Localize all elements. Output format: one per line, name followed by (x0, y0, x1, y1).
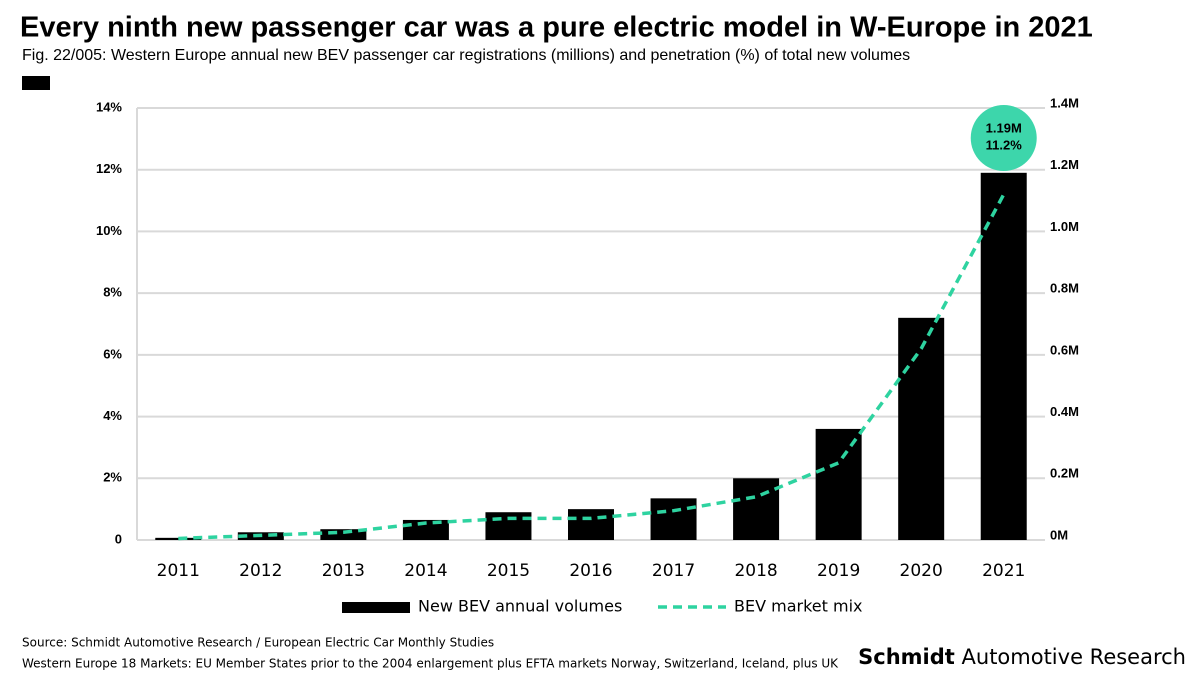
bar (402, 519, 449, 540)
legend-label: New BEV annual volumes (418, 597, 622, 616)
x-tick-label: 2015 (487, 561, 530, 581)
y2-tick-label: 0M (1050, 527, 1068, 542)
y-tick-label: 12% (96, 161, 122, 176)
y2-tick-label: 1.4M (1050, 95, 1079, 110)
data-label: 1.19M (986, 120, 1022, 135)
footnote: Western Europe 18 Markets: EU Member Sta… (22, 657, 839, 671)
bar (733, 478, 780, 540)
y-tick-label: 8% (103, 285, 122, 300)
brand-rest: Automotive Research (962, 645, 1186, 669)
y-tick-label: 14% (96, 99, 122, 114)
x-tick-label: 2013 (322, 561, 365, 581)
bar (568, 509, 614, 540)
x-tick-label: 2019 (817, 561, 860, 581)
chart-subtitle: Fig. 22/005: Western Europe annual new B… (22, 47, 910, 64)
y2-tick-label: 1.2M (1050, 157, 1079, 172)
y2-tick-label: 1.0M (1050, 219, 1079, 234)
legend-swatch (342, 602, 410, 613)
chart-title: Every ninth new passenger car was a pure… (20, 12, 1093, 44)
y2-tick-label: 0.4M (1050, 404, 1079, 419)
line (178, 193, 1006, 541)
y2-tick-label: 0.2M (1050, 466, 1079, 481)
bar (898, 317, 945, 540)
x-tick-label: 2018 (734, 561, 777, 581)
data-label: 11.2% (986, 137, 1023, 152)
bar (485, 512, 532, 540)
x-tick-label: 2011 (157, 561, 200, 581)
brand-bold: Schmidt (858, 645, 955, 669)
x-tick-label: 2017 (652, 561, 695, 581)
y2-tick-label: 0.8M (1050, 281, 1079, 296)
decor-block (22, 76, 50, 90)
y2-tick-label: 0.6M (1050, 342, 1079, 357)
bar (155, 537, 202, 540)
y-tick-label: 2% (103, 470, 122, 485)
x-tick-label: 2014 (404, 561, 447, 581)
y-tick-label: 10% (96, 223, 122, 238)
source: Source: Schmidt Automotive Research / Eu… (22, 636, 494, 650)
annotation-bubble (970, 105, 1037, 171)
y-tick-label: 6% (103, 346, 122, 361)
y-tick-label: 4% (103, 408, 122, 423)
brand: Schmidt Automotive Research (858, 645, 1186, 669)
x-tick-label: 2016 (569, 561, 612, 581)
bar (650, 498, 697, 540)
bar (980, 172, 1027, 541)
bar (320, 529, 367, 540)
x-tick-label: 2012 (239, 561, 282, 581)
y-tick-label: 0 (115, 531, 122, 546)
bar (815, 428, 862, 540)
x-tick-label: 2021 (982, 561, 1025, 581)
legend-label: BEV market mix (734, 597, 862, 616)
x-tick-label: 2020 (900, 561, 943, 581)
